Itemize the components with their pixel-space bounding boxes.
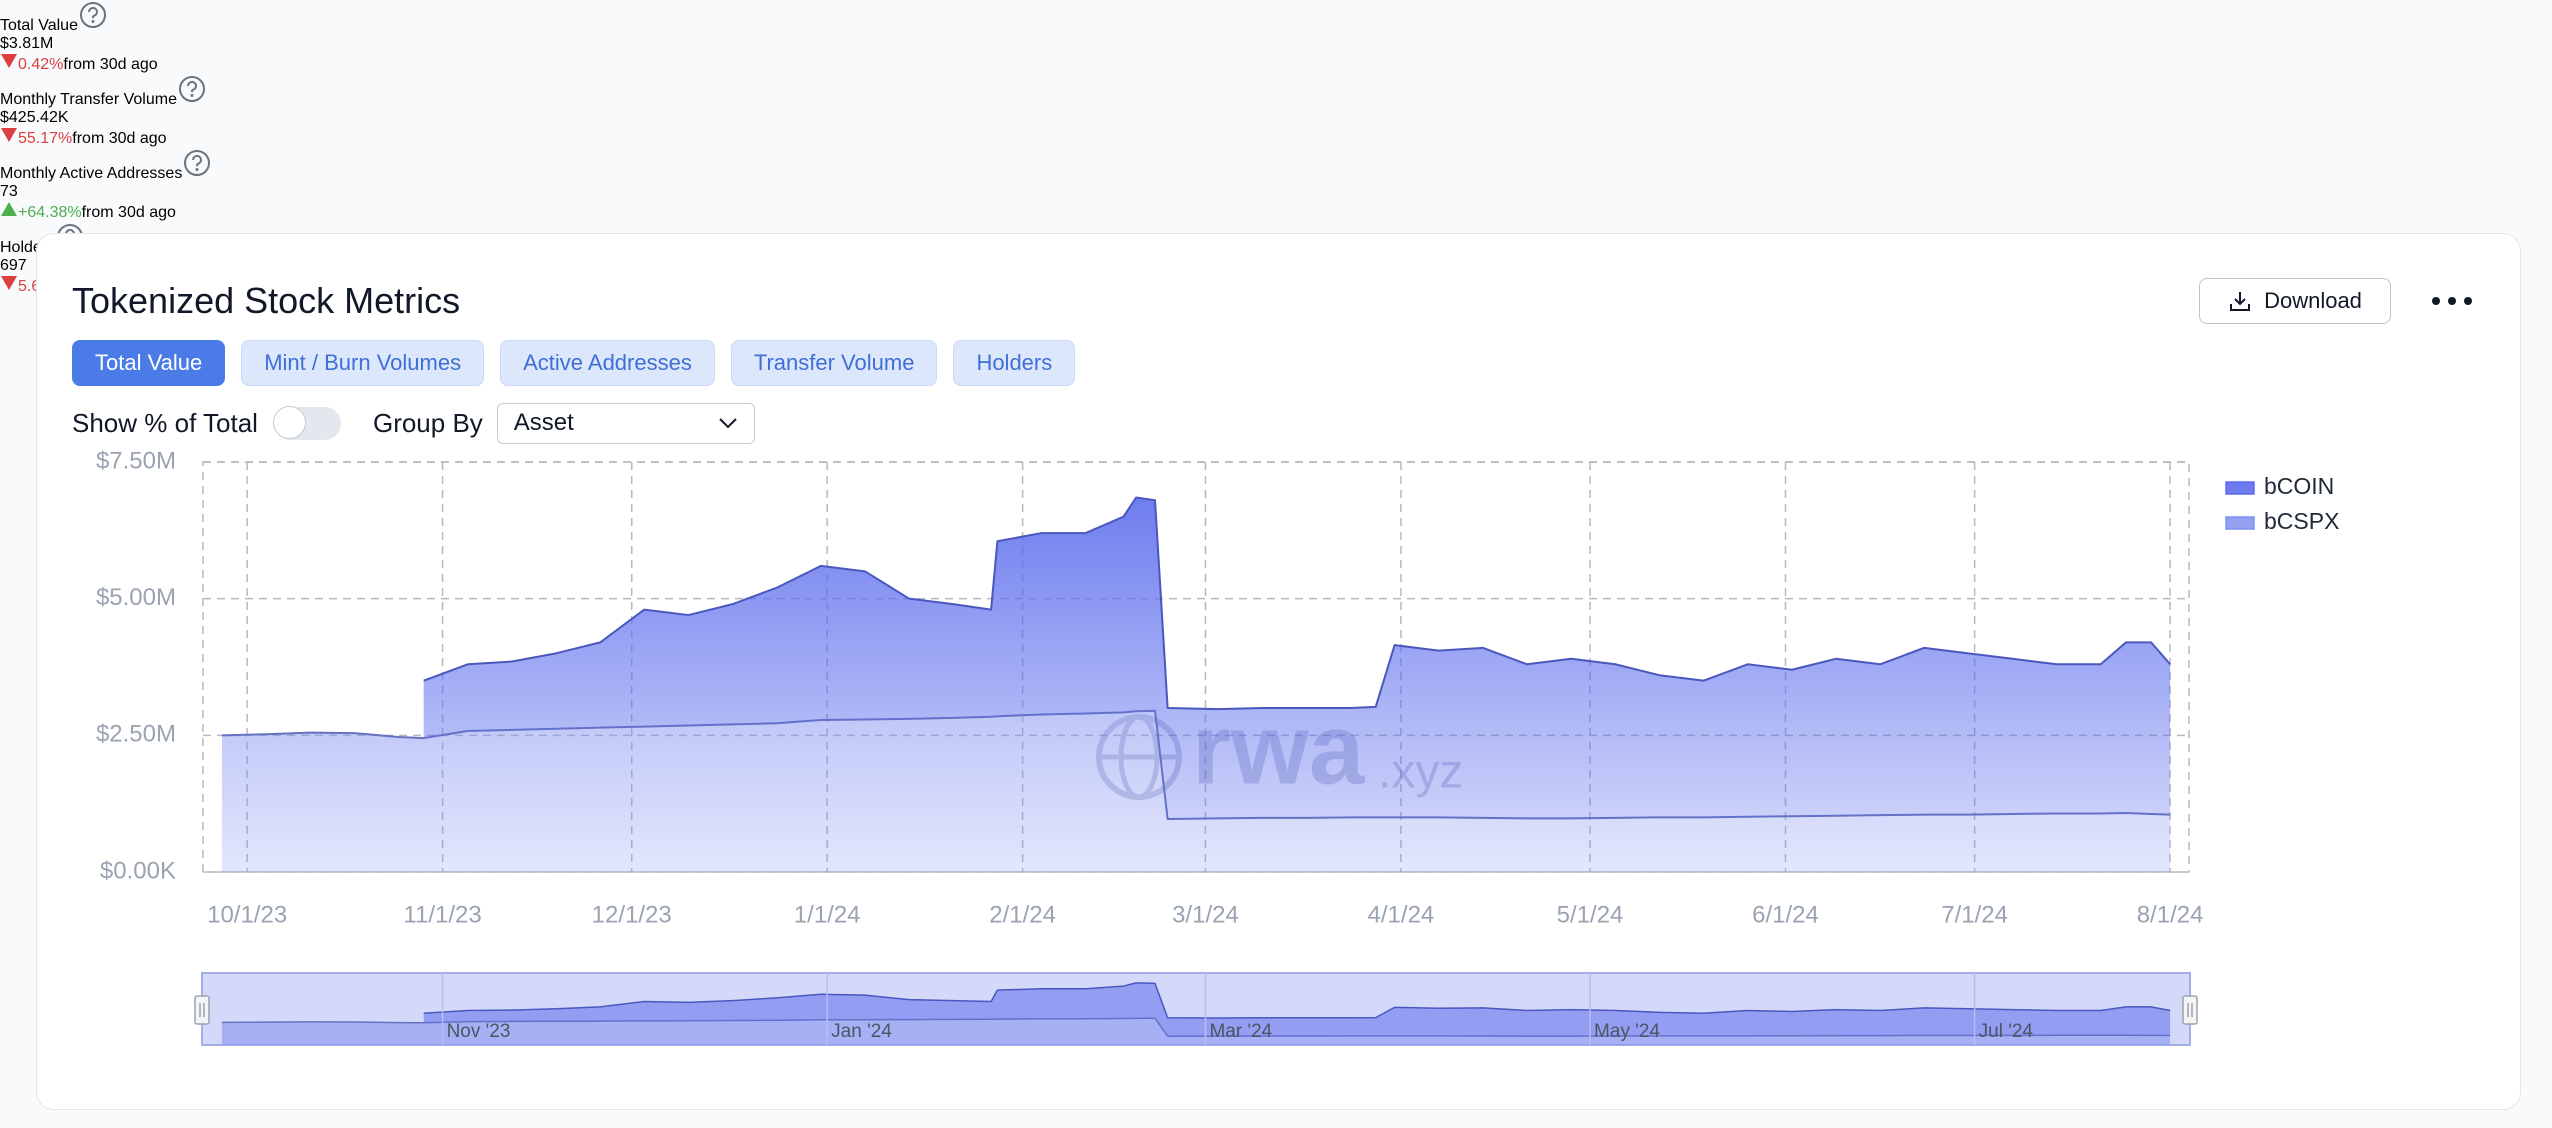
- percent-toggle[interactable]: [272, 405, 341, 440]
- help-mark: [192, 154, 203, 167]
- help-circle: [178, 76, 205, 102]
- tab-bar: Total Value Mint / Burn Volumes Active Add…: [72, 340, 1076, 386]
- stat-change-row: +64.38%from 30d ago: [0, 201, 212, 222]
- stat-value: 697: [0, 257, 27, 274]
- stat-label-text: Total Value: [0, 17, 78, 34]
- stat-comparison: from 30d ago: [72, 130, 167, 147]
- help-dot: [195, 168, 199, 171]
- change-arrow: [1, 54, 17, 68]
- more-menu[interactable]: [2430, 290, 2474, 312]
- stat-change-row: 55.17%from 30d ago: [0, 127, 212, 148]
- tab[interactable]: Mint / Burn Volumes: [241, 340, 485, 386]
- group-by-select[interactable]: Asset: [496, 402, 755, 444]
- stat-value: $3.81M: [0, 35, 54, 52]
- arrow-shape: [1, 276, 17, 290]
- download-icon: [2230, 292, 2251, 311]
- chevron-icon: [719, 418, 737, 429]
- tab[interactable]: Active Addresses: [500, 340, 715, 386]
- change-arrow: [1, 202, 17, 216]
- stat-change: 0.42%: [18, 56, 64, 73]
- help-circle: [79, 2, 106, 28]
- stat-card: Monthly Transfer Volume $425.42K 55.17%fro…: [0, 74, 212, 148]
- stat-label: Total Value: [0, 0, 212, 35]
- stat-value: $425.42K: [0, 109, 69, 126]
- stat-comparison: from 30d ago: [63, 56, 158, 73]
- toggle-knob: [272, 405, 306, 439]
- help-mark: [87, 6, 98, 19]
- stat-change: +64.38%: [18, 204, 82, 221]
- tab[interactable]: Total Value: [72, 340, 226, 386]
- stat-label-text: Monthly Active Addresses: [0, 165, 183, 182]
- toggle-label: Show % of Total: [72, 407, 258, 438]
- change-arrow: [1, 276, 17, 290]
- stat-value: 73: [0, 183, 18, 200]
- select-value: Asset: [513, 409, 574, 436]
- help-icon: [79, 2, 106, 28]
- change-arrow: [1, 128, 17, 142]
- tab[interactable]: Transfer Volume: [730, 340, 938, 386]
- arrow-shape: [1, 54, 17, 68]
- group-by-label: Group By: [372, 407, 483, 438]
- arrow-shape: [1, 128, 17, 142]
- download-label: Download: [2264, 288, 2362, 313]
- stat-label-text: Monthly Transfer Volume: [0, 91, 177, 108]
- download-button[interactable]: Download: [2199, 278, 2391, 324]
- help-icon: [184, 150, 211, 176]
- panel-title: Tokenized Stock Metrics: [72, 280, 461, 321]
- controls-row: Show % of Total Group By Asset: [72, 402, 755, 444]
- tab[interactable]: Holders: [953, 340, 1076, 386]
- stat-label: Monthly Active Addresses: [0, 148, 212, 183]
- help-mark: [186, 80, 197, 93]
- help-dot: [91, 20, 95, 23]
- stat-label: Monthly Transfer Volume: [0, 74, 212, 109]
- help-circle: [184, 150, 211, 176]
- arrow-shape: [1, 202, 17, 216]
- stat-card: Total Value $3.81M 0.42%from 30d ago: [0, 0, 212, 74]
- stat-change: 55.17%: [18, 130, 73, 147]
- help-icon: [178, 76, 205, 102]
- stat-change-row: 0.42%from 30d ago: [0, 53, 212, 74]
- help-dot: [190, 94, 194, 97]
- stat-card: Monthly Active Addresses 73 +64.38%from 30…: [0, 148, 212, 222]
- stat-comparison: from 30d ago: [81, 204, 176, 221]
